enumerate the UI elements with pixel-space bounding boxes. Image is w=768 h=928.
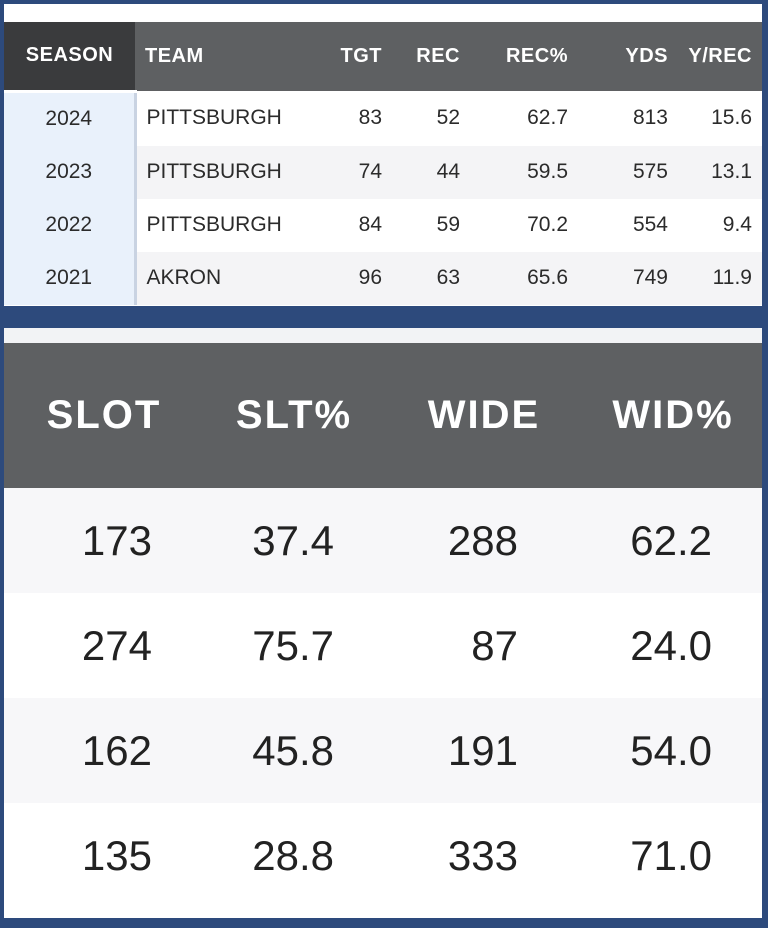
alignment-stats-table: SLOT SLT% WIDE WID% 173 37.4 288 62.2 27…: [4, 343, 762, 908]
yds-cell: 554: [578, 198, 678, 252]
table-row: 135 28.8 333 71.0: [4, 803, 762, 908]
slot-cell: 135: [4, 803, 204, 908]
wide-cell: 87: [384, 593, 584, 698]
wide-pct-cell: 54.0: [584, 698, 762, 803]
rec-pct-cell: 62.7: [470, 91, 578, 146]
column-header-yds[interactable]: YDS: [625, 45, 668, 67]
season-cell: 2021: [4, 251, 137, 305]
y-rec-cell: 11.9: [678, 251, 762, 305]
slot-cell: 173: [4, 488, 204, 593]
rec-cell: 59: [392, 198, 470, 252]
team-cell: PITTSBURGH: [135, 145, 308, 199]
wide-cell: 333: [384, 803, 584, 908]
column-header-slot[interactable]: SLOT: [46, 393, 162, 437]
receiving-header-row: SEASON TEAM TGT REC REC% YDS Y/REC: [4, 22, 762, 93]
alignment-stats-panel: SLOT SLT% WIDE WID% 173 37.4 288 62.2 27…: [4, 343, 762, 918]
column-header-season[interactable]: SEASON: [4, 22, 135, 93]
receiving-stats-table: SEASON TEAM TGT REC REC% YDS Y/REC 2024 …: [4, 22, 762, 305]
wide-pct-cell: 24.0: [584, 593, 762, 698]
team-cell: PITTSBURGH: [135, 91, 308, 146]
tgt-cell: 96: [308, 251, 392, 305]
wide-cell: 288: [384, 488, 584, 593]
season-cell: 2024: [4, 91, 137, 146]
top-panel-margin: [4, 4, 762, 22]
y-rec-cell: 9.4: [678, 198, 762, 252]
table-row: 162 45.8 191 54.0: [4, 698, 762, 803]
season-cell: 2023: [4, 145, 137, 199]
column-header-rec[interactable]: REC: [416, 45, 460, 67]
slot-cell: 162: [4, 698, 204, 803]
rec-pct-cell: 70.2: [470, 198, 578, 252]
team-cell: AKRON: [135, 251, 308, 305]
slot-pct-cell: 75.7: [204, 593, 384, 698]
bottom-panel-margin: [4, 328, 762, 343]
table-row: 2022 PITTSBURGH 84 59 70.2 554 9.4: [4, 198, 762, 252]
yds-cell: 813: [578, 91, 678, 146]
slot-pct-cell: 37.4: [204, 488, 384, 593]
slot-pct-cell: 45.8: [204, 698, 384, 803]
table-row: 274 75.7 87 24.0: [4, 593, 762, 698]
yds-cell: 749: [578, 251, 678, 305]
y-rec-cell: 15.6: [678, 91, 762, 146]
table-row: 173 37.4 288 62.2: [4, 488, 762, 593]
tgt-cell: 84: [308, 198, 392, 252]
receiving-stats-panel: SEASON TEAM TGT REC REC% YDS Y/REC 2024 …: [4, 22, 762, 306]
season-cell: 2022: [4, 198, 137, 252]
yds-cell: 575: [578, 145, 678, 199]
y-rec-cell: 13.1: [678, 145, 762, 199]
column-header-wide-pct[interactable]: WID%: [612, 393, 734, 437]
column-header-y-rec[interactable]: Y/REC: [688, 45, 752, 67]
column-header-rec-pct[interactable]: REC%: [505, 45, 568, 67]
rec-cell: 52: [392, 91, 470, 146]
table-row: 2023 PITTSBURGH 74 44 59.5 575 13.1: [4, 145, 762, 199]
rec-cell: 63: [392, 251, 470, 305]
slot-cell: 274: [4, 593, 204, 698]
column-header-tgt[interactable]: TGT: [340, 45, 382, 67]
table-row: 2021 AKRON 96 63 65.6 749 11.9: [4, 251, 762, 305]
rec-pct-cell: 65.6: [470, 251, 578, 305]
rec-pct-cell: 59.5: [470, 145, 578, 199]
wide-pct-cell: 62.2: [584, 488, 762, 593]
wide-cell: 191: [384, 698, 584, 803]
table-row: 2024 PITTSBURGH 83 52 62.7 813 15.6: [4, 91, 762, 146]
column-header-team[interactable]: TEAM: [145, 45, 204, 67]
slot-pct-cell: 28.8: [204, 803, 384, 908]
rec-cell: 44: [392, 145, 470, 199]
alignment-header-row: SLOT SLT% WIDE WID%: [4, 343, 762, 488]
column-header-wide[interactable]: WIDE: [427, 393, 541, 437]
wide-pct-cell: 71.0: [584, 803, 762, 908]
team-cell: PITTSBURGH: [135, 198, 308, 252]
tgt-cell: 83: [308, 91, 392, 146]
tgt-cell: 74: [308, 145, 392, 199]
column-header-slot-pct[interactable]: SLT%: [235, 393, 353, 437]
